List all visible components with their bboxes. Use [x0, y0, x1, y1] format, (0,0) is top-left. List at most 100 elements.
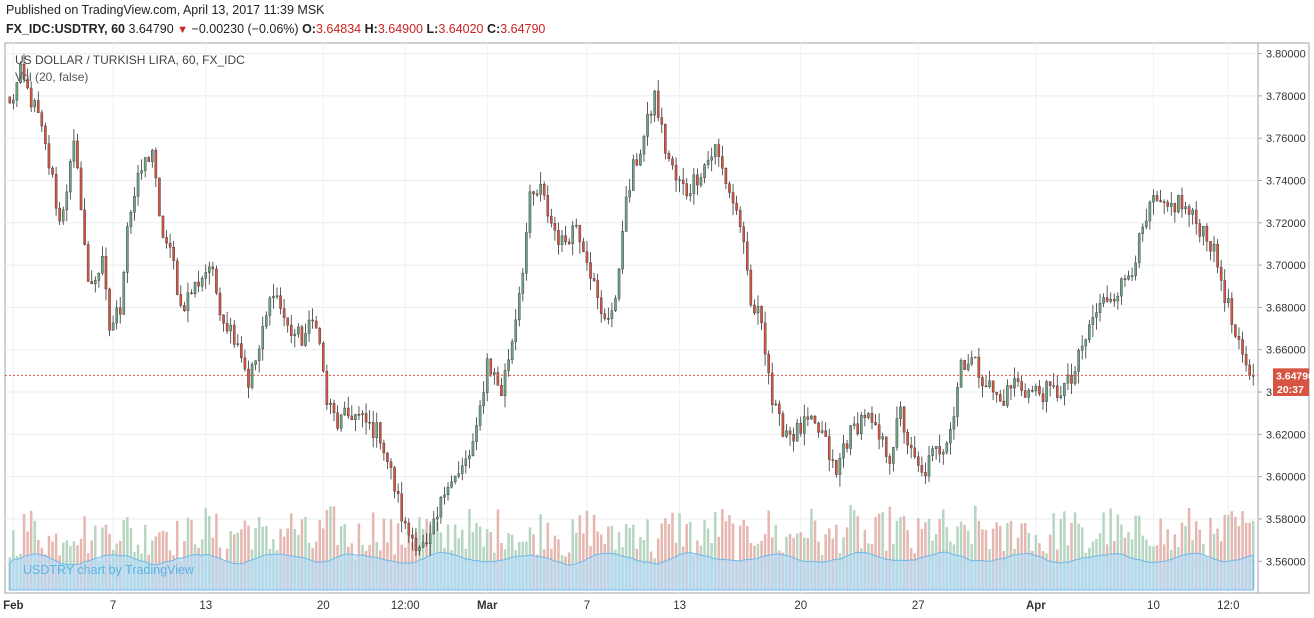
candle-body	[639, 153, 642, 166]
candle-body	[314, 320, 318, 329]
candle-body	[133, 196, 136, 213]
candle-body	[443, 494, 446, 498]
candle-body	[247, 368, 250, 388]
candle-body	[528, 191, 532, 233]
candle-body	[1202, 226, 1205, 237]
candle-body	[232, 324, 236, 345]
candle-body	[1102, 297, 1105, 304]
candle-body	[1009, 385, 1013, 389]
candle-body	[560, 235, 564, 245]
candle-body	[1191, 209, 1194, 215]
candle-body	[129, 211, 133, 227]
candle-body	[407, 522, 411, 536]
candle-body	[831, 459, 835, 461]
candle-body	[414, 537, 418, 551]
candle-body	[1112, 299, 1116, 302]
candle-body	[22, 64, 26, 80]
candle-body	[250, 364, 254, 388]
candle-body	[607, 318, 610, 320]
volume-bar	[468, 509, 471, 590]
candle-body	[304, 333, 307, 346]
candle-body	[307, 319, 311, 334]
volume-bar	[243, 520, 247, 590]
candle-body	[956, 387, 959, 417]
volume-bar	[332, 506, 336, 590]
candle-body	[614, 298, 617, 311]
candle-body	[44, 125, 47, 144]
candle-body	[703, 164, 706, 178]
candle-body	[874, 422, 877, 426]
volume-bar	[571, 519, 574, 590]
candle-body	[902, 406, 906, 433]
candle-body	[799, 423, 803, 434]
volume-bar	[546, 522, 550, 590]
candle-body	[653, 90, 656, 116]
candle-body	[1170, 203, 1173, 207]
volume-bar	[232, 534, 236, 590]
volume-bar	[1137, 515, 1141, 590]
candle-body	[742, 226, 745, 243]
candle-body	[617, 268, 621, 299]
y-tick-label: 3.78000	[1266, 91, 1306, 103]
candle-body	[724, 168, 728, 184]
low-value: 3.64020	[438, 22, 484, 36]
candle-body	[371, 422, 375, 439]
high-label: H:	[364, 22, 378, 36]
candle-body	[357, 414, 361, 416]
volume-bar	[371, 512, 375, 590]
close-label: C:	[486, 22, 501, 36]
volume-bar	[240, 529, 243, 590]
candle-body	[15, 82, 19, 101]
candle-body	[236, 343, 240, 345]
volume-bar	[407, 534, 411, 590]
candle-body	[47, 143, 51, 169]
x-tick-label: 7	[584, 600, 590, 612]
candle-body	[713, 144, 717, 158]
candle-body	[243, 357, 247, 370]
candle-body	[571, 225, 574, 244]
quote-bar: FX_IDC:USDTRY, 60 3.64790 ▼ −0.00230 (−0…	[6, 22, 545, 36]
candle-body	[1237, 336, 1241, 340]
price-axis[interactable]	[1257, 42, 1310, 594]
candle-body	[542, 183, 546, 196]
volume-bar	[158, 532, 161, 590]
candle-body	[899, 406, 902, 419]
volume-bar	[995, 522, 998, 590]
volume-bar	[29, 510, 33, 590]
y-tick-label: 3.60000	[1266, 472, 1306, 484]
candle-body	[76, 140, 79, 169]
volume-bar	[874, 516, 877, 590]
candle-body	[624, 196, 628, 232]
high-value: 3.64900	[377, 22, 424, 36]
candle-body	[792, 434, 795, 442]
candle-body	[974, 356, 977, 359]
candle-body	[1038, 386, 1041, 394]
y-tick-label: 3.80000	[1266, 49, 1306, 61]
candle-body	[567, 241, 571, 244]
symbol-label[interactable]: FX_IDC:USDTRY, 60	[6, 22, 126, 36]
candle-body	[293, 333, 297, 336]
candle-body	[503, 370, 507, 397]
candle-body	[1177, 195, 1180, 213]
candle-body	[678, 179, 681, 182]
volume-bar	[984, 529, 988, 590]
candle-body	[1098, 302, 1102, 313]
candle-body	[489, 358, 493, 375]
volume-bar	[247, 525, 250, 590]
candle-body	[632, 159, 635, 191]
volume-bar	[318, 519, 321, 590]
candle-body	[521, 272, 525, 294]
plot-area[interactable]	[4, 42, 1259, 594]
candle-body	[774, 403, 778, 406]
candle-body	[952, 416, 956, 430]
candle-body	[161, 215, 165, 238]
candle-body	[1077, 350, 1080, 372]
candle-body	[888, 456, 892, 464]
candle-body	[158, 177, 161, 217]
candle-body	[927, 455, 931, 477]
volume-bar	[1052, 513, 1055, 590]
candle-body	[621, 231, 624, 270]
candle-body	[717, 144, 721, 157]
candle-body	[375, 422, 379, 439]
